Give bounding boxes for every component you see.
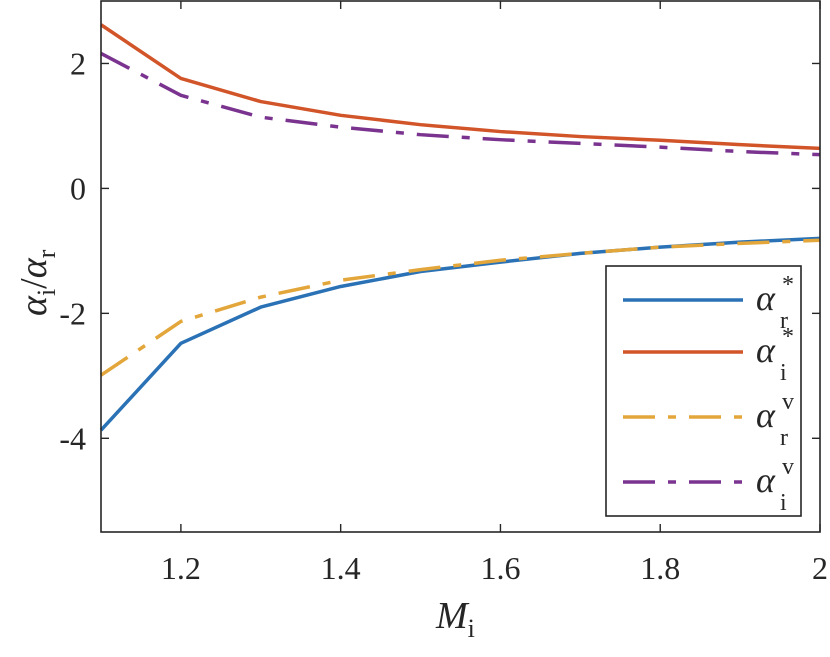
legend-label-0: α	[756, 278, 776, 318]
y-tick-label: 2	[70, 45, 86, 81]
legend-sub-0: r	[780, 308, 788, 334]
legend-sup-2: v	[782, 389, 794, 415]
legend-label-3: α	[756, 460, 776, 500]
x-tick-label: 1.2	[161, 550, 201, 586]
x-tick-label: 1.8	[640, 550, 680, 586]
x-tick-label: 1.6	[480, 550, 520, 586]
legend-label-1: α	[756, 330, 776, 370]
series-line-3	[100, 51, 821, 157]
legend-label-2: α	[756, 395, 776, 435]
legend-box	[605, 265, 802, 517]
y-axis-label: αi/αr	[13, 249, 61, 316]
series-line-2	[100, 238, 821, 377]
legend-sup-1: *	[782, 324, 794, 350]
legend-sub-3: i	[780, 490, 787, 516]
y-tick-label: -2	[59, 295, 86, 331]
axes-box	[100, 0, 821, 533]
x-axis-label: Mi	[435, 595, 475, 643]
legend: α *rα *iα vrα vi	[605, 265, 802, 517]
x-tick-label: 2	[812, 550, 828, 586]
y-tick-label: -4	[59, 420, 86, 456]
legend-sup-0: *	[782, 272, 794, 298]
x-tick-label: 1.4	[321, 550, 361, 586]
legend-sup-3: v	[782, 454, 794, 480]
y-tick-label: 0	[70, 170, 86, 206]
legend-sub-1: i	[780, 360, 787, 386]
series-line-1	[100, 23, 821, 151]
legend-sub-2: r	[780, 425, 788, 451]
